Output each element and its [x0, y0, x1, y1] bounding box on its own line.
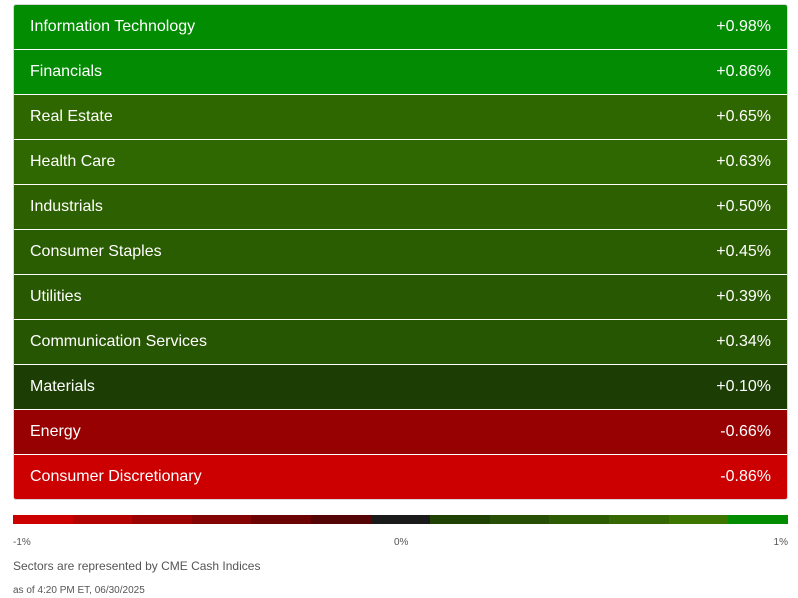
scale-mid-label: 0%	[394, 537, 409, 548]
sector-row[interactable]: Consumer Discretionary -0.86%	[14, 455, 787, 499]
sector-row[interactable]: Financials +0.86%	[14, 50, 787, 95]
sector-change: +0.10%	[716, 378, 771, 395]
sector-name: Health Care	[30, 153, 116, 170]
sector-row[interactable]: Materials +0.10%	[14, 365, 787, 410]
sector-change: -0.86%	[720, 468, 771, 485]
sector-row[interactable]: Industrials +0.50%	[14, 185, 787, 230]
sector-row[interactable]: Consumer Staples +0.45%	[14, 230, 787, 275]
sector-change: +0.34%	[716, 333, 771, 350]
sector-name: Materials	[30, 378, 95, 395]
sector-name: Communication Services	[30, 333, 207, 350]
sector-change: +0.63%	[716, 153, 771, 170]
sector-row[interactable]: Health Care +0.63%	[14, 140, 787, 185]
source-footnote: Sectors are represented by CME Cash Indi…	[13, 559, 261, 573]
sector-name: Energy	[30, 423, 81, 440]
sector-name: Financials	[30, 63, 103, 80]
sector-row[interactable]: Utilities +0.39%	[14, 275, 787, 320]
color-scale-labels: -1% 0% 1%	[13, 537, 788, 549]
sector-change: +0.50%	[716, 198, 771, 215]
scale-segment	[191, 515, 252, 524]
scale-segment	[13, 515, 73, 524]
sector-change: +0.65%	[716, 108, 771, 125]
scale-segment	[489, 515, 550, 524]
scale-min-label: -1%	[13, 537, 31, 548]
scale-segment	[609, 515, 669, 524]
sector-name: Industrials	[30, 198, 103, 215]
sector-change: +0.45%	[716, 243, 771, 260]
scale-segment	[549, 515, 610, 524]
sector-row[interactable]: Real Estate +0.65%	[14, 95, 787, 140]
color-scale-bar	[13, 515, 788, 524]
timestamp: as of 4:20 PM ET, 06/30/2025	[13, 585, 145, 596]
sector-performance-list: Information Technology +0.98% Financials +0…	[13, 4, 788, 500]
sector-row[interactable]: Energy -0.66%	[14, 410, 787, 455]
scale-segment	[430, 515, 490, 524]
scale-segment	[311, 515, 371, 524]
sector-name: Real Estate	[30, 108, 113, 125]
sector-name: Consumer Discretionary	[30, 468, 202, 485]
sector-name: Consumer Staples	[30, 243, 162, 260]
sector-name: Utilities	[30, 288, 82, 305]
scale-segment	[132, 515, 192, 524]
scale-segment	[370, 515, 431, 524]
scale-segment	[728, 515, 788, 524]
sector-change: +0.98%	[716, 18, 771, 35]
sector-name: Information Technology	[30, 18, 196, 35]
sector-row[interactable]: Information Technology +0.98%	[14, 5, 787, 50]
sector-change: +0.86%	[716, 63, 771, 80]
scale-max-label: 1%	[773, 537, 788, 548]
scale-segment	[251, 515, 312, 524]
sector-change: +0.39%	[716, 288, 771, 305]
sector-change: -0.66%	[720, 423, 771, 440]
sector-row[interactable]: Communication Services +0.34%	[14, 320, 787, 365]
scale-segment	[668, 515, 729, 524]
scale-segment	[72, 515, 133, 524]
